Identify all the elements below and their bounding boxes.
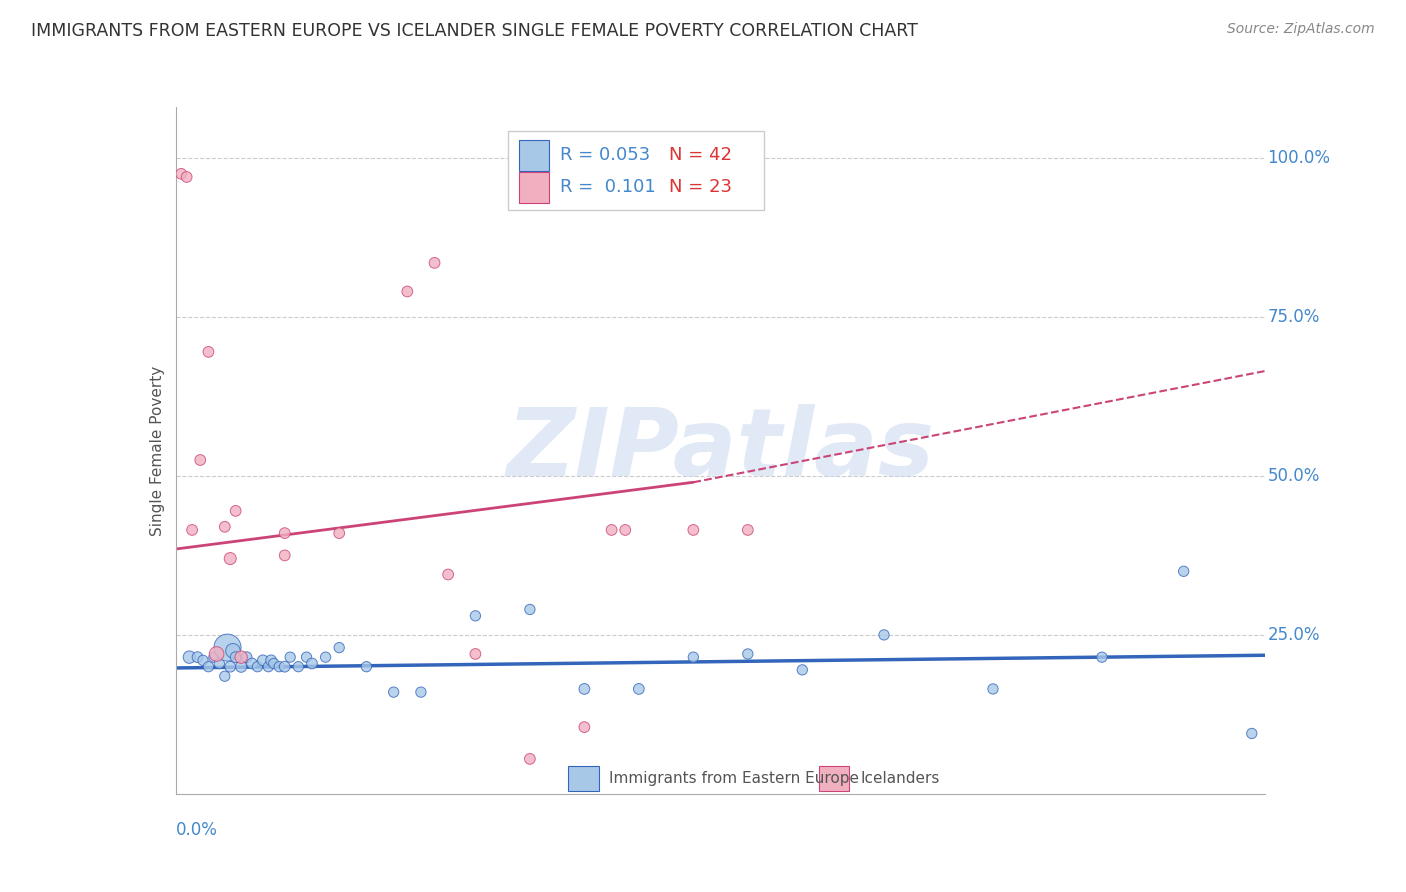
Point xyxy=(737,647,759,661)
Point xyxy=(574,681,596,696)
Text: 100.0%: 100.0% xyxy=(1268,149,1330,167)
Point xyxy=(614,523,637,537)
Point xyxy=(197,344,219,359)
Point xyxy=(181,523,204,537)
Point xyxy=(1240,726,1263,740)
Point xyxy=(235,650,257,665)
Point xyxy=(278,650,301,665)
Point xyxy=(179,650,201,665)
Point xyxy=(274,526,297,541)
Y-axis label: Single Female Poverty: Single Female Poverty xyxy=(149,366,165,535)
Point xyxy=(295,650,318,665)
FancyBboxPatch shape xyxy=(519,140,550,171)
Point xyxy=(737,523,759,537)
Point xyxy=(873,628,896,642)
FancyBboxPatch shape xyxy=(519,172,550,203)
Text: Source: ZipAtlas.com: Source: ZipAtlas.com xyxy=(1227,22,1375,37)
Point xyxy=(600,523,623,537)
FancyBboxPatch shape xyxy=(508,131,765,211)
Point xyxy=(231,659,253,673)
Point xyxy=(231,650,253,665)
Point xyxy=(519,752,541,766)
Point xyxy=(315,650,337,665)
Point xyxy=(382,685,405,699)
Point xyxy=(519,602,541,616)
Point xyxy=(263,657,285,671)
Point xyxy=(197,659,219,673)
Text: 50.0%: 50.0% xyxy=(1268,467,1320,485)
Point xyxy=(188,453,211,467)
Point xyxy=(1173,564,1195,578)
Point xyxy=(287,659,309,673)
Point xyxy=(328,640,350,655)
Text: R = 0.053: R = 0.053 xyxy=(561,146,651,164)
Point xyxy=(257,659,280,673)
Point xyxy=(423,256,446,270)
Point xyxy=(356,659,378,673)
Point xyxy=(240,657,263,671)
Point xyxy=(225,504,247,518)
Point xyxy=(574,720,596,734)
Text: Immigrants from Eastern Europe: Immigrants from Eastern Europe xyxy=(609,771,859,786)
Point xyxy=(219,551,242,566)
Point xyxy=(202,650,225,665)
Point xyxy=(981,681,1004,696)
Point xyxy=(217,640,239,655)
Point xyxy=(682,650,704,665)
Point xyxy=(274,549,297,563)
Text: N = 42: N = 42 xyxy=(669,146,733,164)
Point xyxy=(260,653,283,667)
Point xyxy=(464,608,486,623)
Point xyxy=(225,650,247,665)
Text: 75.0%: 75.0% xyxy=(1268,308,1320,326)
Text: N = 23: N = 23 xyxy=(669,178,733,196)
Point xyxy=(214,520,236,534)
FancyBboxPatch shape xyxy=(568,766,599,791)
Point xyxy=(205,647,228,661)
Point xyxy=(274,659,297,673)
Point xyxy=(682,523,704,537)
Point xyxy=(246,659,269,673)
Point xyxy=(437,567,460,582)
Point xyxy=(464,647,486,661)
Point xyxy=(252,653,274,667)
Text: Icelanders: Icelanders xyxy=(860,771,939,786)
Text: ZIPatlas: ZIPatlas xyxy=(506,404,935,497)
Point xyxy=(328,526,350,541)
Point xyxy=(208,657,231,671)
Text: 0.0%: 0.0% xyxy=(176,822,218,839)
Point xyxy=(176,169,198,184)
Point xyxy=(1091,650,1114,665)
Point xyxy=(219,659,242,673)
Text: IMMIGRANTS FROM EASTERN EUROPE VS ICELANDER SINGLE FEMALE POVERTY CORRELATION CH: IMMIGRANTS FROM EASTERN EUROPE VS ICELAN… xyxy=(31,22,918,40)
Point xyxy=(186,650,209,665)
Point xyxy=(792,663,814,677)
Point xyxy=(214,669,236,683)
Point xyxy=(269,659,291,673)
Point xyxy=(301,657,323,671)
Point xyxy=(396,285,419,299)
Point xyxy=(627,681,650,696)
Point xyxy=(191,653,214,667)
Point xyxy=(409,685,432,699)
Text: 25.0%: 25.0% xyxy=(1268,626,1320,644)
Text: R =  0.101: R = 0.101 xyxy=(561,178,657,196)
Point xyxy=(222,644,245,658)
FancyBboxPatch shape xyxy=(818,766,849,791)
Point xyxy=(170,167,193,181)
